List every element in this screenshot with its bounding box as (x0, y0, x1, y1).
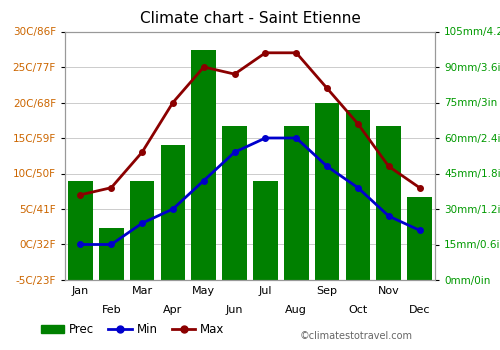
Min (386, 214, 392, 218)
Bar (407, 197, 432, 280)
Bar (284, 126, 308, 280)
Text: ©climatestotravel.com: ©climatestotravel.com (300, 331, 413, 341)
Max (416, 186, 422, 190)
Min (108, 243, 114, 247)
Max (293, 51, 299, 55)
Text: May: May (192, 286, 216, 296)
Text: Aug: Aug (286, 305, 307, 315)
Min (232, 150, 237, 154)
Legend: Prec, Min, Max: Prec, Min, Max (36, 318, 229, 341)
Min (293, 136, 299, 140)
Text: Apr: Apr (164, 305, 182, 315)
Max (386, 164, 392, 168)
Min (78, 243, 84, 247)
Bar (99, 228, 124, 280)
Bar (192, 50, 216, 280)
Text: Jul: Jul (258, 286, 272, 296)
Bar (68, 181, 93, 280)
Min (201, 178, 207, 183)
Text: Dec: Dec (409, 305, 430, 315)
Bar (315, 103, 340, 280)
Max (78, 193, 84, 197)
Max (108, 186, 114, 190)
Title: Climate chart - Saint Etienne: Climate chart - Saint Etienne (140, 11, 360, 26)
Min (262, 136, 268, 140)
Min (139, 221, 145, 225)
Max (355, 122, 361, 126)
Line: Max: Max (78, 50, 422, 198)
Bar (160, 145, 186, 280)
Bar (253, 181, 278, 280)
Min (170, 207, 176, 211)
Min (416, 228, 422, 232)
Text: Sep: Sep (316, 286, 338, 296)
Min (324, 164, 330, 168)
Min (355, 186, 361, 190)
Text: Nov: Nov (378, 286, 400, 296)
Bar (130, 181, 154, 280)
Text: Feb: Feb (102, 305, 121, 315)
Line: Min: Min (78, 135, 422, 247)
Text: Jun: Jun (226, 305, 244, 315)
Bar (376, 126, 401, 280)
Max (262, 51, 268, 55)
Text: Jan: Jan (72, 286, 89, 296)
Max (232, 72, 237, 76)
Bar (222, 126, 247, 280)
Text: Oct: Oct (348, 305, 368, 315)
Max (139, 150, 145, 154)
Max (201, 65, 207, 69)
Bar (346, 110, 370, 280)
Max (170, 100, 176, 105)
Text: Mar: Mar (132, 286, 152, 296)
Max (324, 86, 330, 90)
